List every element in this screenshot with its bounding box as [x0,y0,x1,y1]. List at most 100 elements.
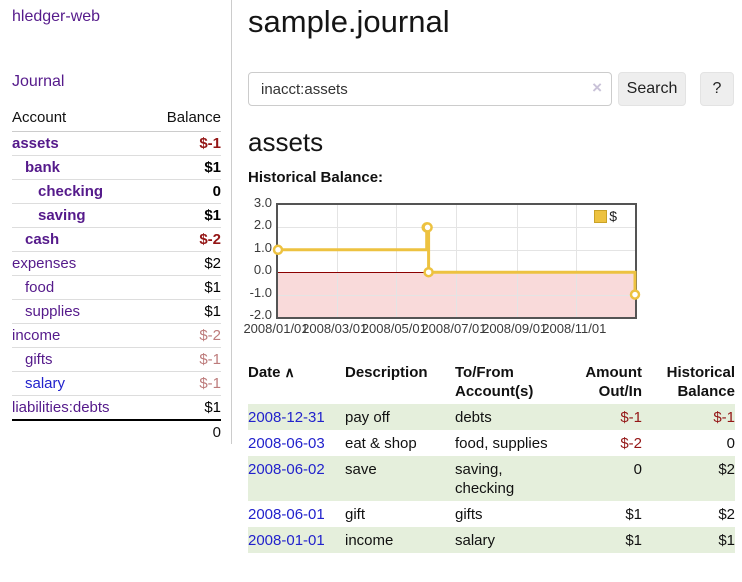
data-point-marker [272,244,284,256]
register-header-accounts: To/From Account(s) [455,364,534,400]
account-balance: $-2 [199,231,221,248]
account-balance: $-1 [199,351,221,368]
gridline-vertical [336,205,338,317]
balance-step-line [272,222,641,300]
x-tick-label: 2008/09/01 [482,321,548,336]
register-accounts: food, supplies [455,435,548,452]
data-point-marker [629,289,641,300]
y-tick-label: -2.0 [249,307,272,322]
page-title: sample.journal [248,4,450,39]
brand: hledger-web [12,8,221,26]
main-panel: sample.journal × Search ? assets Histori… [243,0,735,553]
y-tick-label: -1.0 [249,284,272,300]
account-balance: $2 [204,255,221,272]
sidebar-account-row: income $-2 [12,324,221,348]
register-accounts: debts [455,409,492,426]
account-balance: $1 [204,159,221,176]
sidebar-account-link[interactable]: saving [38,207,86,224]
x-tick-label: 2008/03/01 [302,321,368,336]
account-balance: $1 [204,207,221,224]
help-button[interactable]: ? [700,72,734,106]
sidebar-account-row: supplies $1 [12,300,221,324]
sidebar-account-link[interactable]: income [12,327,61,344]
sidebar-account-link[interactable]: salary [25,375,66,392]
gridline-vertical [516,205,518,317]
account-heading: assets [248,127,324,157]
x-tick-label: 2008/05/01 [361,321,427,336]
register-balance: $1 [718,532,735,549]
sidebar-account-link[interactable]: gifts [25,351,53,368]
sidebar-item-journal[interactable]: Journal [12,73,65,90]
sidebar-account-link[interactable]: bank [25,159,61,176]
balance-col-account: Account [12,109,67,126]
register-header-description: Description [345,364,428,381]
transaction-date-link[interactable]: 2008-01-01 [248,532,325,549]
y-tick-label: 0.0 [253,262,272,278]
sidebar-account-link[interactable]: food [25,279,55,296]
account-balance-list: assets $-1 bank $1 checking 0 saving $1 cash $-2 e… [12,132,221,419]
gridline-vertical [396,205,398,317]
x-tick-label: 2008/11/01 [542,321,607,336]
register-date-cell: 2008-06-01 [248,501,345,527]
register-amount: $-2 [620,435,642,452]
register-header-row: Date ∧ Description To/From Account(s) Amo… [248,361,735,404]
y-tick-label: 1.0 [253,239,272,255]
sidebar: hledger-web Journal Account Balance asse… [0,0,232,444]
register-amount: $-1 [620,409,642,426]
sidebar-account-link[interactable]: supplies [25,303,81,320]
gridline-vertical [456,205,457,317]
sidebar-account-row: checking 0 [12,180,221,204]
register-table: Date ∧ Description To/From Account(s) Amo… [248,361,735,553]
register-description: pay off [345,409,390,426]
chart-heading: Historical Balance: [248,169,384,186]
register-balance: $2 [718,506,735,523]
date-header-label: Date [248,364,281,381]
sidebar-account-link[interactable]: expenses [12,255,77,272]
transaction-date-link[interactable]: 2008-06-03 [248,435,325,452]
account-balance: $1 [204,279,221,296]
transaction-date-link[interactable]: 2008-12-31 [248,409,325,426]
balance-total: 0 [212,424,221,441]
register-amount: $1 [625,506,642,523]
data-point-marker [422,222,433,233]
sidebar-account-row: bank $1 [12,156,221,180]
brand-link[interactable]: hledger-web [12,8,101,25]
gridline-vertical [576,205,578,317]
sidebar-account-link[interactable]: cash [25,231,60,248]
register-row: 2008-06-02 save saving, checking 0 $2 [248,456,735,501]
account-balance: $1 [204,303,221,320]
legend-label: $ [609,208,617,224]
register-row: 2008-06-01 gift gifts $1 $2 [248,501,735,527]
data-point-marker [423,266,434,278]
register-description: income [345,532,394,549]
register-description: gift [345,506,366,523]
register-row: 2008-12-31 pay off debts $-1 $-1 [248,404,735,430]
search-button[interactable]: Search [618,72,686,106]
sidebar-account-row: salary $-1 [12,372,221,396]
register-accounts: salary [455,532,496,549]
clear-search-icon[interactable]: × [592,78,602,97]
register-row: 2008-06-03 eat & shop food, supplies $-2 0 [248,430,735,456]
register-sort-date[interactable]: Date ∧ [248,361,345,404]
chart-plot-area: $ [272,203,641,319]
transaction-date-link[interactable]: 2008-06-01 [248,506,325,523]
sidebar-account-row: food $1 [12,276,221,300]
account-balance: $1 [204,399,221,416]
sidebar-account-row: cash $-2 [12,228,221,252]
register-accounts: gifts [455,506,483,523]
register-header-balance: Historical Balance [666,364,735,400]
account-balance: 0 [212,183,221,200]
transaction-date-link[interactable]: 2008-06-02 [248,461,325,478]
register-amount: 0 [633,461,642,478]
register-date-cell: 2008-06-03 [248,430,345,456]
legend-swatch [594,209,608,223]
register-header-amount: Amount Out/In [585,364,642,400]
sidebar-account-link[interactable]: assets [12,135,59,152]
register-balance: 0 [726,435,735,452]
sidebar-account-link[interactable]: checking [38,183,104,200]
search-input[interactable] [248,72,612,106]
register-description: save [345,461,377,478]
account-balance: $-1 [199,375,221,392]
sidebar-account-link[interactable]: liabilities:debts [12,399,110,416]
sidebar-account-row: expenses $2 [12,252,221,276]
